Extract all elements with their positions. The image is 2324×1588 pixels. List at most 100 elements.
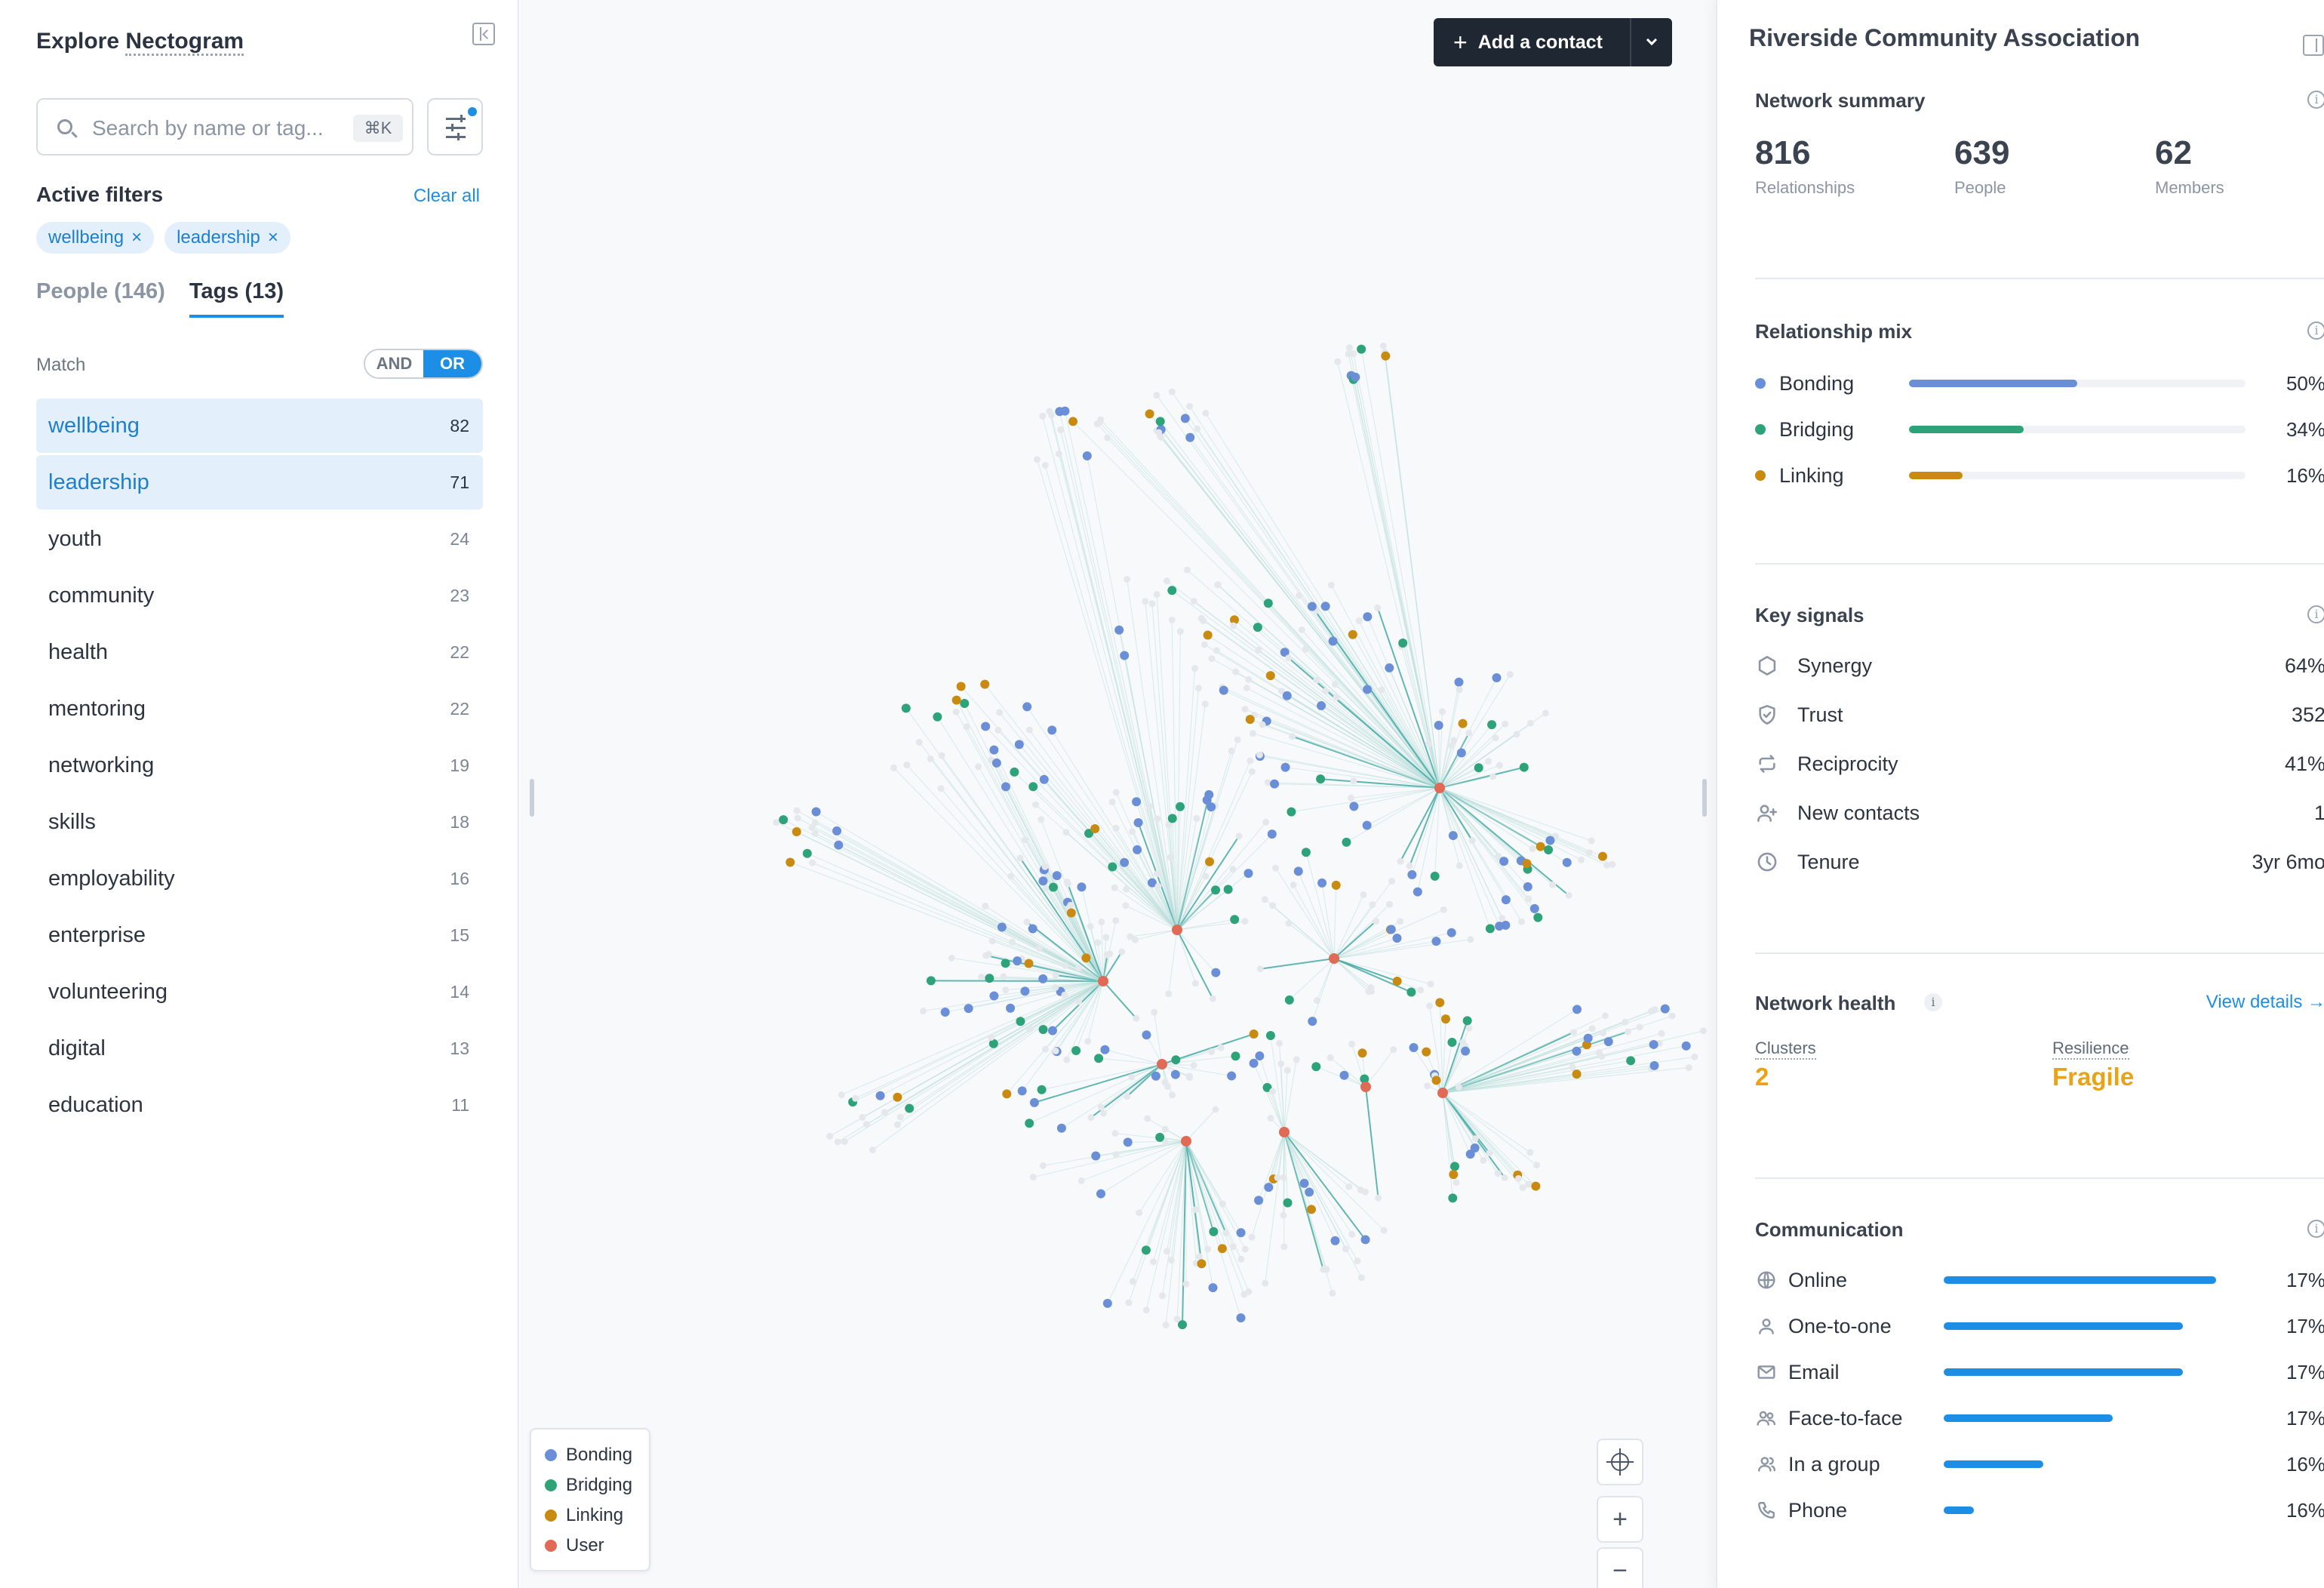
graph-node[interactable] xyxy=(1351,372,1360,382)
graph-node[interactable] xyxy=(1262,818,1270,826)
graph-node[interactable] xyxy=(1029,1174,1037,1181)
graph-node[interactable] xyxy=(1305,1187,1314,1197)
graph-node[interactable] xyxy=(1327,581,1335,589)
graph-node[interactable] xyxy=(1470,1143,1480,1153)
graph-node[interactable] xyxy=(1272,864,1280,872)
graph-node[interactable] xyxy=(1468,837,1476,845)
graph-node[interactable] xyxy=(1256,751,1263,759)
graph-node[interactable] xyxy=(988,1033,995,1041)
graph-node[interactable] xyxy=(956,682,966,691)
graph-node[interactable] xyxy=(1486,1149,1493,1157)
graph-node[interactable] xyxy=(1142,1306,1150,1314)
graph-node[interactable] xyxy=(1169,1091,1176,1099)
graph-node[interactable] xyxy=(834,1138,841,1146)
graph-node[interactable] xyxy=(1357,344,1366,354)
graph-node[interactable] xyxy=(1417,986,1425,994)
graph-node[interactable] xyxy=(792,826,801,836)
graph-node[interactable] xyxy=(1363,612,1373,622)
graph-node[interactable] xyxy=(1128,1073,1136,1081)
add-contact-dropdown[interactable] xyxy=(1630,18,1672,66)
graph-node[interactable] xyxy=(1413,887,1422,897)
graph-node[interactable] xyxy=(1265,671,1275,681)
graph-node[interactable] xyxy=(802,848,812,858)
graph-node[interactable] xyxy=(896,1113,904,1121)
graph-node[interactable] xyxy=(1094,939,1102,946)
info-icon[interactable]: i xyxy=(2307,91,2324,109)
graph-node[interactable] xyxy=(1008,938,1016,946)
graph-node[interactable] xyxy=(1191,980,1199,987)
graph-node[interactable] xyxy=(1269,1088,1277,1095)
graph-node[interactable] xyxy=(1274,1174,1281,1181)
graph-node[interactable] xyxy=(1588,1025,1596,1033)
graph-node[interactable] xyxy=(1185,432,1195,442)
add-contact-button[interactable]: + Add a contact xyxy=(1434,18,1672,66)
graph-node[interactable] xyxy=(1253,623,1262,632)
graph-node[interactable] xyxy=(1357,1274,1365,1282)
graph-node[interactable] xyxy=(1609,860,1616,868)
match-or-option[interactable]: OR xyxy=(423,350,481,377)
graph-node[interactable] xyxy=(808,824,816,832)
graph-node[interactable] xyxy=(989,745,999,755)
graph-node[interactable] xyxy=(1328,636,1338,646)
graph-node[interactable] xyxy=(1529,903,1539,913)
filter-chip[interactable]: wellbeing × xyxy=(36,222,155,254)
match-toggle[interactable]: AND OR xyxy=(364,349,483,379)
graph-node[interactable] xyxy=(1317,701,1326,711)
graph-node[interactable] xyxy=(1455,1083,1462,1091)
tab-tags[interactable]: Tags (13) xyxy=(189,279,284,318)
graph-node[interactable] xyxy=(1155,1132,1165,1142)
tag-item[interactable]: leadership 71 xyxy=(36,455,483,509)
graph-node[interactable] xyxy=(1365,988,1373,996)
graph-node[interactable] xyxy=(1329,1290,1336,1297)
graph-node[interactable] xyxy=(1041,462,1049,469)
graph-node[interactable] xyxy=(1459,1039,1467,1046)
tag-item[interactable]: skills 18 xyxy=(36,795,483,849)
graph-node[interactable] xyxy=(1182,1280,1190,1288)
graph-node[interactable] xyxy=(1452,1179,1460,1186)
graph-node[interactable] xyxy=(893,1092,902,1102)
graph-node[interactable] xyxy=(1014,740,1024,749)
graph-node[interactable] xyxy=(1350,350,1357,358)
graph-node[interactable] xyxy=(996,709,1004,716)
graph-node[interactable] xyxy=(1096,1189,1105,1199)
graph-node[interactable] xyxy=(1123,1137,1133,1147)
info-icon[interactable]: i xyxy=(2307,605,2324,623)
graph-node[interactable] xyxy=(1192,1206,1200,1214)
graph-node[interactable] xyxy=(927,755,934,762)
graph-node[interactable] xyxy=(1375,1194,1382,1202)
graph-node[interactable] xyxy=(1446,928,1456,937)
graph-node[interactable] xyxy=(809,859,816,866)
graph-node[interactable] xyxy=(1314,997,1321,1005)
graph-node[interactable] xyxy=(1431,937,1441,946)
graph-node[interactable] xyxy=(1494,1170,1502,1177)
graph-hub-node[interactable] xyxy=(1437,1088,1448,1098)
graph-node[interactable] xyxy=(1208,655,1216,663)
graph-node[interactable] xyxy=(1578,856,1585,863)
graph-node[interactable] xyxy=(1685,1064,1692,1072)
graph-node[interactable] xyxy=(1038,1025,1048,1035)
graph-node[interactable] xyxy=(1038,876,1048,886)
graph-node[interactable] xyxy=(1331,880,1341,890)
graph-node[interactable] xyxy=(1349,802,1359,811)
graph-hub-node[interactable] xyxy=(1329,953,1339,964)
graph-node[interactable] xyxy=(1102,934,1110,941)
graph-node[interactable] xyxy=(1572,1069,1582,1079)
graph-node[interactable] xyxy=(1434,720,1443,730)
graph-node[interactable] xyxy=(1052,971,1059,979)
graph-node[interactable] xyxy=(1087,1114,1095,1122)
graph-node[interactable] xyxy=(1456,748,1466,758)
graph-node[interactable] xyxy=(1124,1093,1131,1100)
graph-node[interactable] xyxy=(1016,1017,1025,1026)
graph-node[interactable] xyxy=(862,1121,870,1128)
graph-node[interactable] xyxy=(1099,1109,1107,1117)
graph-node[interactable] xyxy=(1285,654,1293,662)
graph-node[interactable] xyxy=(1280,1174,1287,1181)
graph-node[interactable] xyxy=(1047,411,1055,419)
recenter-button[interactable] xyxy=(1597,1439,1643,1485)
graph-node[interactable] xyxy=(1133,845,1142,854)
graph-node[interactable] xyxy=(1103,951,1111,959)
graph-node[interactable] xyxy=(1624,1028,1631,1036)
graph-node[interactable] xyxy=(1317,878,1327,888)
graph-node[interactable] xyxy=(811,819,819,826)
graph-node[interactable] xyxy=(1063,1056,1071,1063)
